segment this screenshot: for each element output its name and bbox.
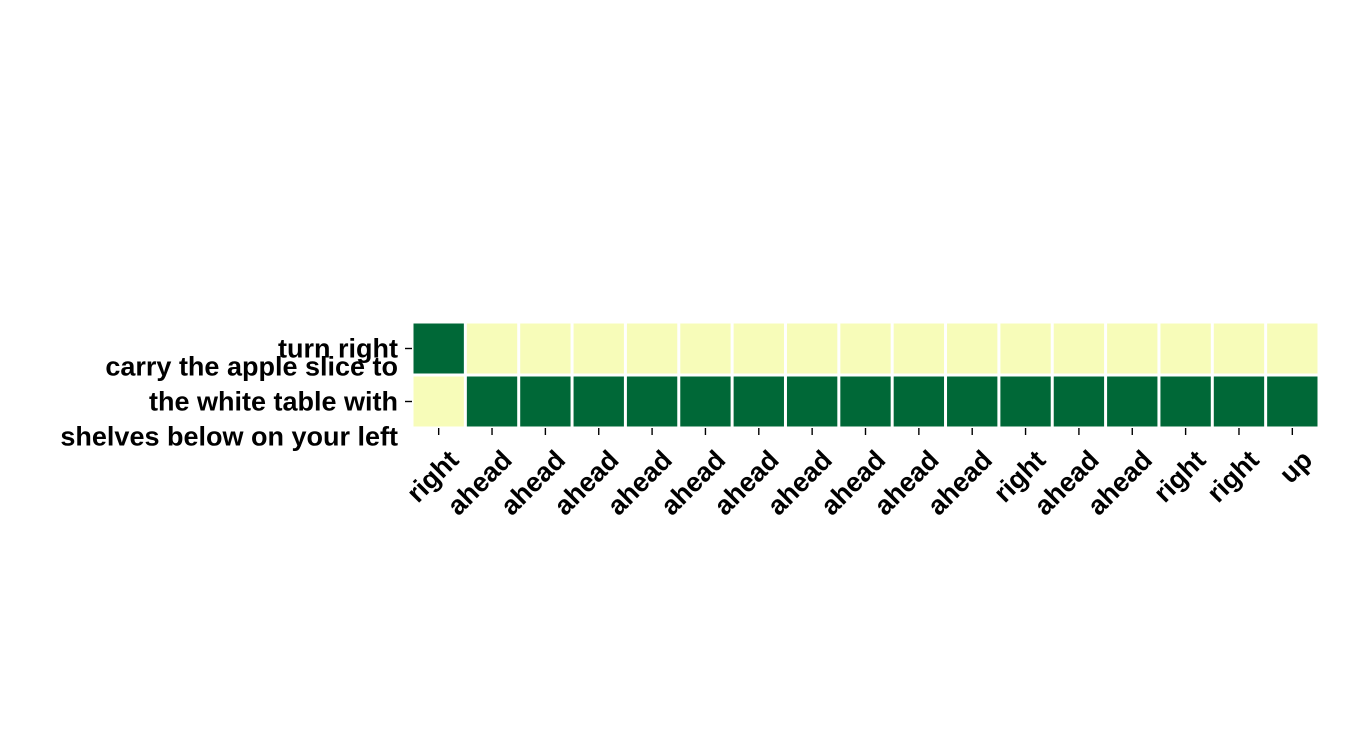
heatmap-cell-r1-c9 <box>893 376 945 427</box>
heatmap-cell-r1-c13 <box>1107 376 1158 427</box>
heatmap-cell-r1-c3 <box>573 376 624 427</box>
heatmap-cell-r0-c6 <box>733 323 784 374</box>
heatmap-cell-r0-c12 <box>1053 323 1105 374</box>
row-tick-label-line: turn right <box>278 334 398 364</box>
column-tick-label: right <box>1201 445 1265 509</box>
heatmap-cell-r1-c5 <box>680 376 731 427</box>
heatmap-cell-r1-c1 <box>466 376 518 427</box>
row-tick-label: turn right <box>278 334 398 364</box>
heatmap-cell-r0-c16 <box>1267 323 1318 374</box>
column-tick-label: right <box>1148 445 1212 509</box>
heatmap-cell-r0-c9 <box>893 323 945 374</box>
heatmap-cell-r1-c14 <box>1160 376 1211 427</box>
heatmap-cell-r1-c4 <box>626 376 678 427</box>
heatmap-cell-r1-c8 <box>840 376 891 427</box>
heatmap-cells <box>413 323 1318 427</box>
heatmap-cell-r0-c11 <box>1000 323 1051 374</box>
heatmap-cell-r0-c0 <box>413 323 464 374</box>
row-tick-label-line: shelves below on your left <box>60 422 398 452</box>
heatmap-cell-r1-c6 <box>733 376 784 427</box>
heatmap-cell-r1-c2 <box>520 376 571 427</box>
heatmap-cell-r1-c16 <box>1267 376 1318 427</box>
heatmap-cell-r1-c0 <box>413 376 464 427</box>
column-labels: rightaheadaheadaheadaheadaheadaheadahead… <box>401 445 1318 521</box>
column-ticks <box>437 428 1294 435</box>
heatmap-cell-r0-c14 <box>1160 323 1211 374</box>
row-tick-label-line: the white table with <box>149 387 398 417</box>
heatmap-cell-r0-c3 <box>573 323 624 374</box>
row-ticks <box>405 347 412 403</box>
heatmap-cell-r0-c4 <box>626 323 678 374</box>
heatmap-cell-r0-c8 <box>840 323 891 374</box>
heatmap-cell-r1-c12 <box>1053 376 1105 427</box>
heatmap-cell-r1-c10 <box>947 376 998 427</box>
heatmap-cell-r1-c15 <box>1213 376 1265 427</box>
heatmap-cell-r0-c15 <box>1213 323 1265 374</box>
column-tick-label: up <box>1274 445 1319 490</box>
heatmap-cell-r0-c10 <box>947 323 998 374</box>
heatmap-cell-r0-c5 <box>680 323 731 374</box>
heatmap-cell-r1-c7 <box>786 376 838 427</box>
row-tick-label: carry the apple slice to the white table … <box>60 352 398 452</box>
heatmap-cell-r0-c7 <box>786 323 838 374</box>
heatmap-cell-r1-c11 <box>1000 376 1051 427</box>
heatmap-cell-r0-c2 <box>520 323 571 374</box>
heatmap-cell-r0-c1 <box>466 323 518 374</box>
heatmap-cell-r0-c13 <box>1107 323 1158 374</box>
row-tick-label-line: carry the apple slice to <box>105 352 398 382</box>
